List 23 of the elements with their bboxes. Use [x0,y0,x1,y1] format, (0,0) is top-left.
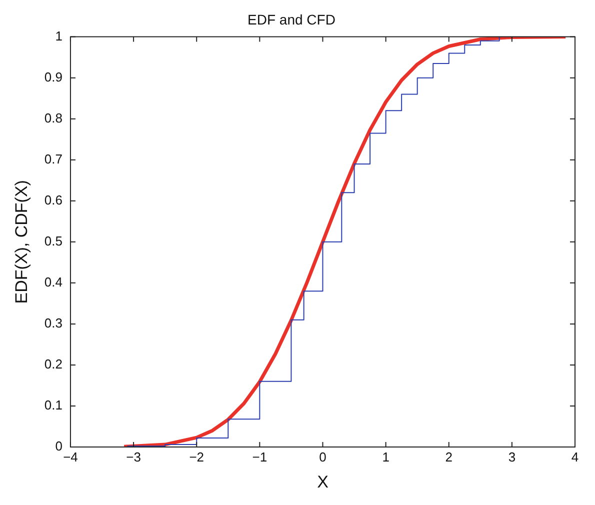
x-tick-label: −3 [126,449,141,464]
x-tick-label: 0 [319,449,326,464]
x-tick-label: −2 [189,449,204,464]
y-tick-label: 0.4 [44,274,62,290]
x-axis-title: X [317,472,328,492]
y-tick-label: 1 [55,28,62,44]
y-axis-title: EDF(X), CDF(X) [12,180,31,304]
chart-title: EDF and CFD [248,11,336,28]
x-tick-label: 4 [571,449,579,464]
y-tick-label: 0.5 [44,233,62,248]
y-tick-label: 0.3 [44,316,62,331]
y-tick-label: 0.8 [44,110,62,126]
x-tick-label: 1 [382,449,390,464]
y-tick-label: 0.2 [44,356,62,372]
y-tick-label: 0.1 [44,398,62,413]
y-tick-label: 0 [55,438,62,454]
x-tick-label: −4 [63,449,78,464]
x-tick-label: 3 [508,449,516,464]
x-tick-label: −1 [252,449,268,464]
y-tick-label: 0.6 [44,192,62,208]
y-tick-label: 0.9 [44,69,62,84]
y-tick-label: 0.7 [44,151,62,166]
x-tick-label: 2 [445,449,452,464]
